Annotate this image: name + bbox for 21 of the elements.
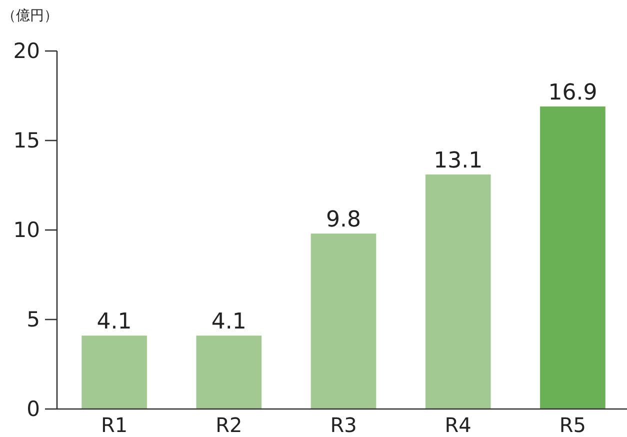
data-label: 13.1: [434, 148, 483, 174]
y-tick-label: 20: [13, 39, 40, 63]
bar: [82, 336, 147, 409]
bar: [310, 234, 376, 409]
x-tick-label: R5: [559, 413, 586, 437]
bar: [196, 336, 262, 409]
y-tick-label: 15: [13, 128, 40, 152]
y-tick-label: 5: [26, 308, 40, 332]
data-label: 4.1: [211, 310, 246, 335]
bar: [540, 106, 606, 409]
data-label: 4.1: [96, 310, 132, 335]
x-tick-label: R2: [216, 413, 242, 437]
bar: [425, 174, 491, 409]
data-label: 16.9: [548, 80, 598, 106]
y-tick-label: 10: [13, 218, 40, 242]
y-axis-title: （億円）: [2, 8, 58, 24]
x-tick-label: R3: [330, 413, 357, 437]
x-tick-label: R4: [444, 413, 472, 437]
x-tick-label: R1: [100, 413, 128, 437]
y-tick-label: 0: [26, 397, 40, 421]
data-label: 9.8: [326, 208, 361, 233]
